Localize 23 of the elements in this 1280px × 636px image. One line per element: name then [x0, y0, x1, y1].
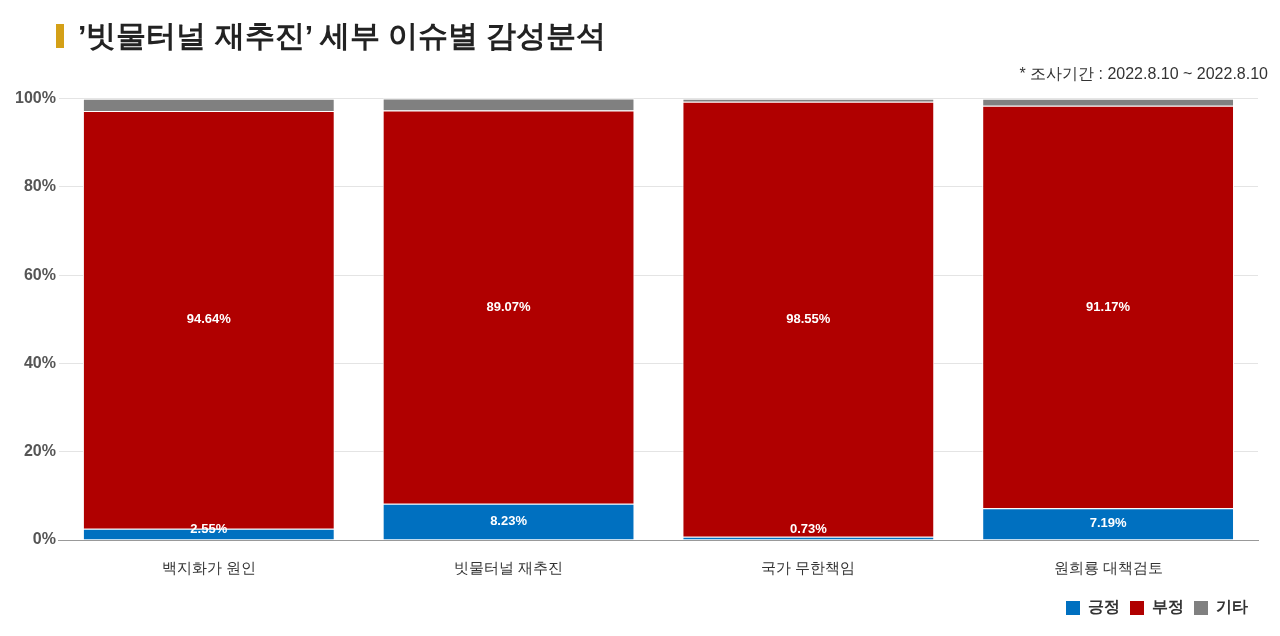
data-label: 7.19% — [1089, 515, 1127, 531]
chart-title: ’빗물터널 재추진’ 세부 이슈별 감성분석 — [78, 17, 607, 54]
y-tick-label: 80% — [23, 177, 56, 195]
x-tick-label: 원희룡 대책검토 — [1053, 559, 1163, 577]
data-label: 0.73% — [789, 521, 828, 537]
data-label: 89.07% — [486, 298, 532, 314]
y-tick-label: 20% — [23, 442, 56, 460]
x-tick-label: 백지화가 원인 — [161, 559, 256, 577]
x-tick-label: 빗물터널 재추진 — [453, 559, 564, 577]
legend-label: 기타 — [1216, 598, 1248, 616]
y-tick-label: 0% — [32, 530, 56, 548]
y-tick-label: 100% — [15, 89, 56, 107]
data-label: 91.17% — [1086, 298, 1131, 314]
data-label: 2.55% — [190, 521, 228, 537]
text: * 조사기간 : 2022.8.10 ~ 2022.8.10 — [1018, 64, 1269, 84]
legend-label: 부정 — [1152, 598, 1184, 616]
x-tick-label: 국가 무한책임 — [761, 559, 856, 577]
y-tick-label: 60% — [23, 265, 56, 283]
legend-label: 긍정 — [1088, 598, 1120, 616]
data-label: 8.23% — [490, 513, 528, 529]
y-tick-label: 40% — [23, 353, 56, 371]
data-label: 94.64% — [186, 311, 232, 327]
data-label: 98.55% — [786, 310, 831, 326]
